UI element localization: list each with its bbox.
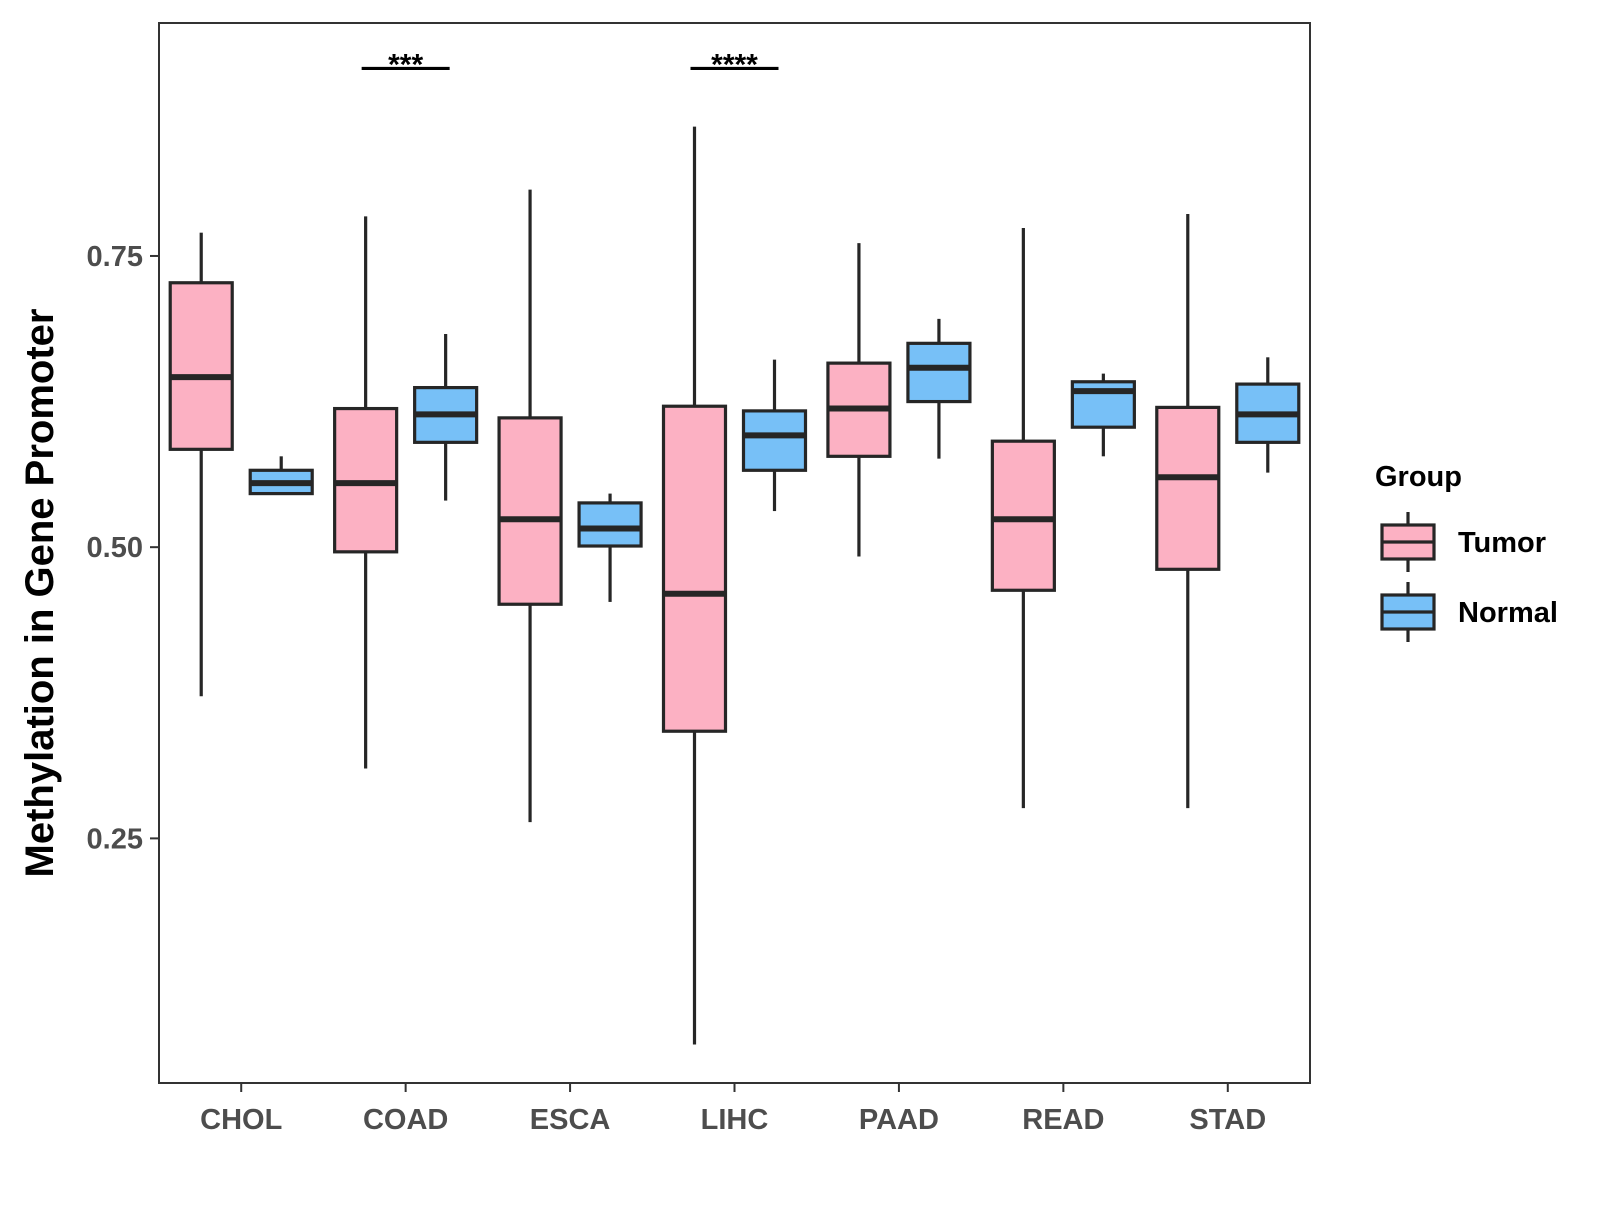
y-tick-label: 0.50 [87, 532, 143, 564]
legend-label-tumor: Tumor [1458, 527, 1546, 559]
significance-label-lihc: **** [711, 48, 758, 81]
box-group-tumor-chol [168, 232, 234, 697]
box-group-tumor-esca [497, 189, 563, 823]
box-normal-esca [577, 501, 643, 548]
box-group-normal-paad [906, 318, 972, 459]
axes: 0.25 0.50 0.75 CHOL COAD ESCA LIHC PAAD READ STAD… [18, 22, 1311, 1136]
legend-title: Group [1375, 461, 1462, 493]
box-normal-lihc [741, 409, 808, 472]
box-group-normal-lihc [741, 359, 808, 512]
box-group-normal-stad [1235, 357, 1301, 473]
x-tick-label-chol: CHOL [200, 1104, 282, 1136]
box-group-normal-coad [413, 334, 479, 501]
box-tumor-chol [168, 281, 234, 451]
box-group-normal-esca [577, 493, 643, 602]
x-tick-label-paad: PAAD [859, 1104, 939, 1136]
legend-label-normal: Normal [1458, 597, 1558, 629]
x-tick-label-esca: ESCA [530, 1104, 611, 1136]
panel-border [158, 22, 1311, 1084]
box-group-tumor-paad [826, 243, 892, 557]
box-tumor-lihc [661, 404, 728, 733]
legend-entry-tumor: Tumor [1380, 512, 1546, 572]
box-tumor-stad [1155, 405, 1221, 571]
plot-area: *** **** [168, 48, 1301, 1045]
y-axis-title: Methylation in Gene Promoter [18, 309, 62, 878]
box-group-tumor-stad [1155, 214, 1221, 809]
significance-label-coad: *** [388, 48, 423, 81]
legend: Group Tumor Normal [1375, 461, 1558, 642]
y-tick-label: 0.75 [87, 241, 143, 273]
box-group-normal-read [1070, 373, 1136, 457]
legend-entry-normal: Normal [1380, 582, 1558, 642]
x-tick-label-coad: COAD [363, 1104, 448, 1136]
x-tick-label-read: READ [1022, 1104, 1104, 1136]
x-tick-label-lihc: LIHC [701, 1104, 769, 1136]
box-normal-paad [906, 341, 972, 404]
box-tumor-esca [497, 416, 563, 606]
y-tick-label: 0.25 [87, 823, 143, 855]
box-tumor-read [990, 439, 1056, 592]
box-group-tumor-lihc [661, 126, 728, 1045]
box-group-tumor-read [990, 228, 1056, 809]
box-group-tumor-coad [333, 216, 399, 769]
box-group-normal-chol [248, 456, 314, 496]
x-tick-label-stad: STAD [1189, 1104, 1266, 1136]
